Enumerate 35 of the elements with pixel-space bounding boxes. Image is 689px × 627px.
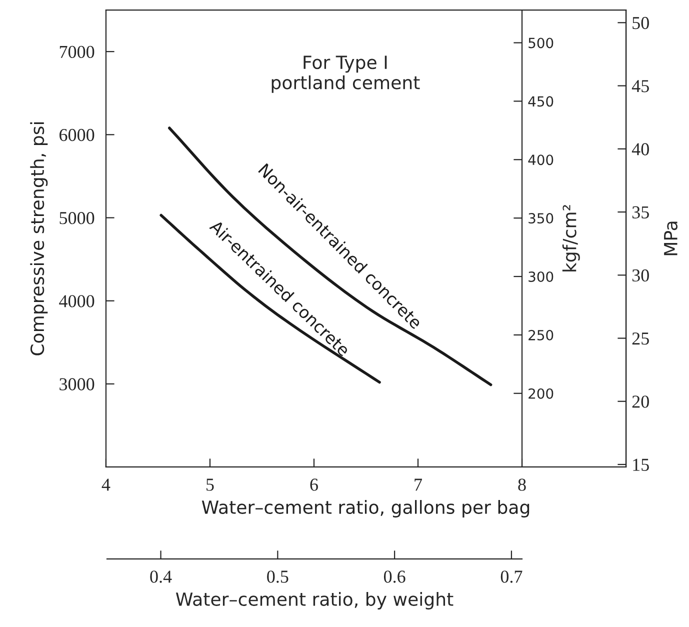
y3-tick-label: 25 — [632, 332, 649, 345]
y3-tick-label: 50 — [632, 16, 649, 30]
y2-axis-title: kgf/cm² — [562, 205, 580, 272]
y2-tick-label: 300 — [528, 271, 554, 282]
y-tick-label: 5000 — [60, 212, 94, 224]
y2-tick-label: 350 — [528, 213, 554, 224]
y3-tick-label: 30 — [632, 269, 649, 282]
x2-tick-label: 0.6 — [384, 570, 406, 583]
y-tick-label: 3000 — [60, 378, 94, 390]
x-tick-label: 4 — [102, 478, 110, 491]
y-tick-label: 6000 — [60, 128, 94, 142]
y2-tick-label: 200 — [528, 388, 554, 399]
annotation: For Type I portland cement — [272, 56, 420, 93]
y3-tick-label: 45 — [632, 80, 649, 92]
y-axis-title: Compressive strength, psi — [30, 122, 48, 356]
y2-tick-label: 250 — [528, 330, 554, 340]
x-axis-title: Water–cement ratio, gallons per bag — [202, 500, 530, 518]
x-tick-label: 5 — [206, 478, 214, 491]
x2-tick-label: 0.4 — [150, 570, 172, 583]
x-tick-label: 8 — [518, 478, 526, 491]
y3-tick-label: 40 — [632, 143, 649, 156]
x-tick-label: 6 — [310, 478, 318, 491]
y2-tick-label: 400 — [528, 154, 554, 166]
y-tick-label: 7000 — [60, 46, 94, 58]
y3-tick-label: 20 — [632, 396, 649, 408]
y2-tick-label: 500 — [528, 38, 554, 48]
y-tick-label: 4000 — [59, 295, 94, 308]
y3-axis-title: MPa — [664, 222, 678, 256]
x2-tick-label: 0.5 — [267, 570, 288, 583]
y3-tick-label: 35 — [632, 206, 649, 218]
x2-axis-title: Water–cement ratio, by weight — [176, 592, 454, 610]
x-tick-label: 7 — [414, 478, 422, 491]
y3-tick-label: 15 — [633, 458, 649, 471]
x2-tick-label: 0.7 — [500, 570, 522, 583]
y2-tick-label: 450 — [528, 96, 554, 107]
